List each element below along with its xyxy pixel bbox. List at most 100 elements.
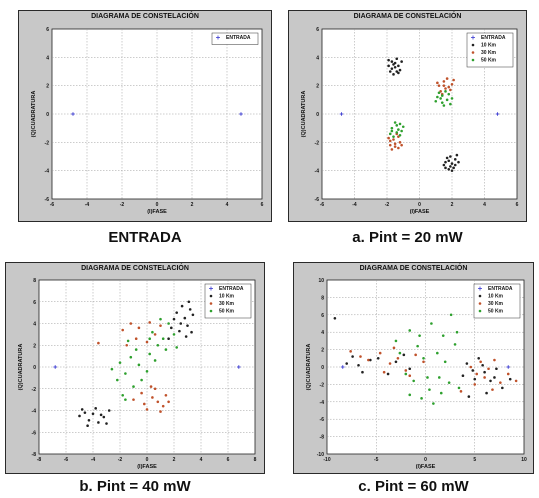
x-tick-label: 4 bbox=[483, 202, 486, 208]
data-point bbox=[400, 143, 403, 147]
scatter-plot: -6 -4 -2 0 2 4 6 -6 -4 -2 0 2 4 6 (I)FASE (Q)CUADRATURA… bbox=[301, 27, 519, 215]
x-axis-label: (I)FASE bbox=[416, 464, 436, 470]
data-point bbox=[392, 346, 396, 350]
chart-caption-60mw: c. Pint = 60 mW bbox=[358, 478, 469, 495]
chart-panel-20mw: DIAGRAMA DE CONSTELACIÓN -6 -4 -2 0 2 4 6 -6 -4-… bbox=[288, 10, 527, 222]
data-point bbox=[382, 370, 386, 374]
y-tick-label: 0 bbox=[33, 365, 36, 371]
data-point bbox=[386, 372, 390, 376]
y-tick-label: 8 bbox=[33, 278, 36, 284]
data-point bbox=[137, 326, 141, 330]
data-point bbox=[444, 160, 447, 164]
y-axis-label: (Q)CUADRATURA bbox=[31, 91, 37, 138]
chart-title: DIAGRAMA DE CONSTELACIÓN bbox=[81, 265, 189, 272]
data-point bbox=[397, 71, 400, 75]
data-point bbox=[408, 329, 412, 332]
x-tick-label: -4 bbox=[352, 202, 357, 208]
data-point bbox=[408, 374, 412, 377]
data-point bbox=[392, 135, 395, 138]
data-point bbox=[188, 308, 192, 311]
data-point bbox=[444, 166, 447, 170]
data-point bbox=[432, 402, 435, 405]
data-point bbox=[426, 376, 429, 379]
data-point bbox=[390, 129, 394, 133]
data-point bbox=[153, 359, 157, 362]
data-point bbox=[97, 341, 100, 345]
data-point-entrada bbox=[495, 112, 500, 116]
data-point bbox=[388, 143, 392, 147]
data-point bbox=[398, 122, 402, 126]
data-point bbox=[392, 73, 395, 76]
data-point bbox=[514, 379, 518, 383]
x-tick-label: -2 bbox=[385, 202, 390, 208]
x-axis-label: (I)FASE bbox=[137, 464, 157, 470]
y-tick-label: -4 bbox=[315, 169, 320, 175]
data-point bbox=[439, 391, 443, 395]
data-point bbox=[404, 372, 408, 376]
y-tick-label: -8 bbox=[32, 452, 37, 458]
data-point-entrada bbox=[339, 112, 344, 116]
data-point bbox=[418, 334, 421, 337]
data-point bbox=[447, 92, 451, 96]
data-point bbox=[508, 377, 512, 381]
data-point bbox=[151, 330, 154, 334]
data-point bbox=[449, 165, 452, 168]
data-point bbox=[447, 381, 451, 384]
data-point bbox=[430, 322, 433, 325]
data-point bbox=[400, 129, 403, 133]
data-point bbox=[175, 346, 178, 349]
data-point bbox=[394, 360, 398, 364]
x-tick-label: -6 bbox=[320, 202, 325, 208]
data-point bbox=[333, 316, 337, 320]
data-point bbox=[436, 351, 439, 355]
data-point bbox=[437, 376, 441, 379]
data-point bbox=[178, 329, 181, 333]
data-point bbox=[452, 78, 455, 82]
data-point bbox=[102, 415, 106, 419]
legend-box bbox=[204, 283, 252, 319]
data-point bbox=[170, 326, 173, 330]
data-point bbox=[437, 91, 441, 95]
legend-box bbox=[211, 32, 259, 45]
x-tick-label: -6 bbox=[50, 202, 55, 208]
data-point bbox=[445, 77, 449, 80]
data-point bbox=[393, 65, 397, 69]
data-point bbox=[443, 360, 447, 364]
data-point bbox=[137, 363, 141, 367]
data-point bbox=[180, 304, 184, 308]
data-point bbox=[434, 99, 438, 103]
chart-panel-60mw: DIAGRAMA DE CONSTELACIÓN -10 -5 0 5 10 -10 -8-… bbox=[293, 262, 534, 474]
data-point bbox=[129, 355, 133, 359]
data-point bbox=[161, 404, 165, 408]
data-point bbox=[153, 333, 157, 336]
data-point bbox=[440, 94, 444, 97]
y-tick-label: 2 bbox=[321, 348, 324, 354]
data-point bbox=[408, 393, 412, 397]
data-point bbox=[78, 414, 81, 418]
chart-caption-entrada: ENTRADA bbox=[108, 229, 182, 246]
data-point bbox=[436, 81, 439, 85]
data-point-entrada bbox=[506, 365, 511, 369]
chart-title: DIAGRAMA DE CONSTELACIÓN bbox=[353, 13, 462, 20]
legend-box bbox=[473, 283, 521, 319]
data-point bbox=[124, 398, 127, 401]
data-point bbox=[378, 351, 382, 355]
data-point bbox=[175, 311, 178, 314]
x-tick-label: 0 bbox=[418, 202, 421, 208]
data-point bbox=[441, 334, 445, 337]
data-point bbox=[447, 159, 451, 163]
data-point bbox=[452, 166, 455, 170]
data-point-entrada bbox=[71, 112, 75, 116]
data-point bbox=[477, 357, 480, 360]
data-point bbox=[393, 61, 397, 65]
x-tick-label: 5 bbox=[473, 457, 476, 463]
x-tick-label: -4 bbox=[91, 457, 96, 463]
scatter-plot: -8 -6 -4 -2 0 2 4 6 8 -8 -6 -4 -2 0 2 4 6 8 (I)FASE (Q)CUAD… bbox=[18, 278, 257, 470]
data-point bbox=[388, 132, 392, 136]
data-point bbox=[396, 357, 400, 360]
data-point bbox=[440, 101, 444, 104]
legend-swatch bbox=[471, 58, 475, 62]
y-tick-label: 2 bbox=[33, 343, 36, 349]
x-tick-label: 0 bbox=[146, 457, 149, 463]
data-point bbox=[349, 350, 352, 353]
